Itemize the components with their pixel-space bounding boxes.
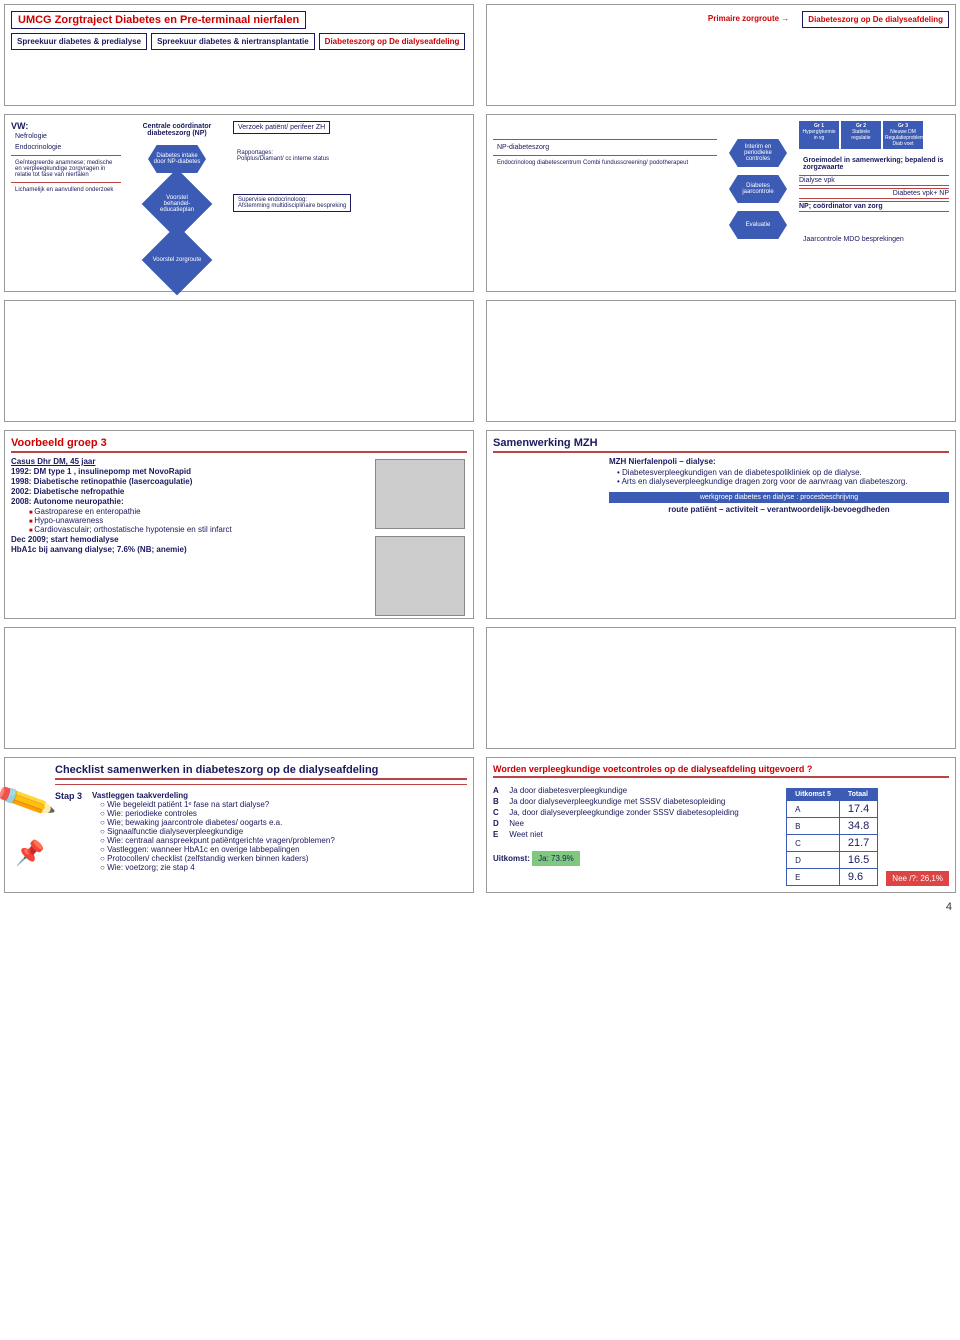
dialysis-machine-image	[375, 536, 465, 616]
bullet-list: Diabetesverpleegkundigen van de diabetes…	[609, 468, 949, 486]
result-table: Uitkomst 5Totaal A17.4 B34.8 C21.7 D16.5…	[786, 788, 878, 886]
slide1-title: UMCG Zorgtraject Diabetes en Pre-termina…	[11, 11, 306, 29]
groeimodel: Groeimodel in samenwerking; bepalend is …	[799, 155, 949, 173]
rapport2: Poliplus/Diamant/ cc interne status	[237, 156, 329, 162]
anamnese: Geïntegreerde anamnese; medische en verp…	[11, 158, 121, 180]
endocrinologie: Endocrinologie	[11, 142, 121, 153]
hex-jaar: Diabetes jaarcontrole	[729, 175, 787, 203]
onderzoek: Lichamelijk en aanvullend onderzoek	[11, 185, 121, 195]
box-dialyseafd: Diabeteszorg op De dialyseafdeling	[319, 33, 466, 50]
blank-slide	[5, 301, 473, 421]
blank-slide	[487, 301, 955, 421]
route: route patiënt – activiteit – verantwoord…	[609, 505, 949, 514]
box-predialyse: Spreekuur diabetes & predialyse	[11, 33, 147, 50]
uitkomst-badge: Ja: 73.9%	[532, 851, 580, 866]
insulin-pump-image	[375, 459, 465, 529]
page-number: 4	[946, 901, 952, 913]
slide3-head: Voorbeeld groep 3	[11, 437, 467, 453]
np-coord: NP; coördinator van zorg	[799, 201, 949, 212]
endo-centrum: Endocrinoloog diabetescentrum Combi fund…	[493, 158, 717, 168]
hex-eval: Evaluatie	[729, 211, 787, 239]
dialyse-vpk: Dialyse vpk	[799, 175, 949, 186]
diamond-voorstel2: Voorstel zorgroute	[142, 225, 213, 296]
nee-badge: Nee /?: 26,1%	[886, 871, 949, 886]
jaarcontrole-mdo: Jaarcontrole MDO besprekingen	[799, 234, 949, 245]
step-label: Stap 3	[55, 791, 82, 872]
hospital-image	[493, 457, 603, 532]
pencil-icon: ✏️	[0, 770, 58, 834]
task-list: Wie begeleidt patiënt 1ᵉ fase na start d…	[92, 800, 467, 872]
group-badges: Gr 1Hyperglykemie in vg Gr 2Stabiele reg…	[799, 121, 949, 149]
werkgroep: werkgroep diabetes en dialyse : procesbe…	[609, 492, 949, 503]
diabetes-vpk-np: Diabetes vpk+ NP	[799, 188, 949, 199]
box-transplant: Spreekuur diabetes & niertransplantatie	[151, 33, 315, 50]
slide4-head: Samenwerking MZH	[493, 437, 949, 453]
verzoek: Verzoek patiënt/ perifeer ZH	[233, 121, 330, 134]
np-diabeteszorg: NP-diabeteszorg	[493, 142, 717, 153]
primaire-route: Primaire zorgroute	[703, 11, 794, 26]
mzh-intro: MZH Nierfalenpoli – dialyse:	[609, 457, 949, 466]
pushpin-icon: 📌	[15, 839, 45, 868]
cc-np: Centrale coördinator diabeteszorg (NP)	[127, 121, 227, 139]
supervisie2: Afstemming multidisciplinaire bespreking	[238, 203, 346, 209]
slide5-head: Checklist samenwerken in diabeteszorg op…	[55, 764, 467, 780]
uitkomst-label: Uitkomst:	[493, 854, 530, 863]
hex-interim: Interim en periodieke controles	[729, 139, 787, 167]
vw-label: VW:	[11, 121, 28, 131]
blank-slide	[5, 628, 473, 748]
box-right: Diabeteszorg op De dialyseafdeling	[802, 11, 949, 28]
blank-slide	[487, 628, 955, 748]
nefrologie: Nefrologie	[11, 131, 121, 142]
step-title: Vastleggen taakverdeling	[92, 791, 467, 800]
question: Worden verpleegkundige voetcontroles op …	[493, 764, 949, 778]
